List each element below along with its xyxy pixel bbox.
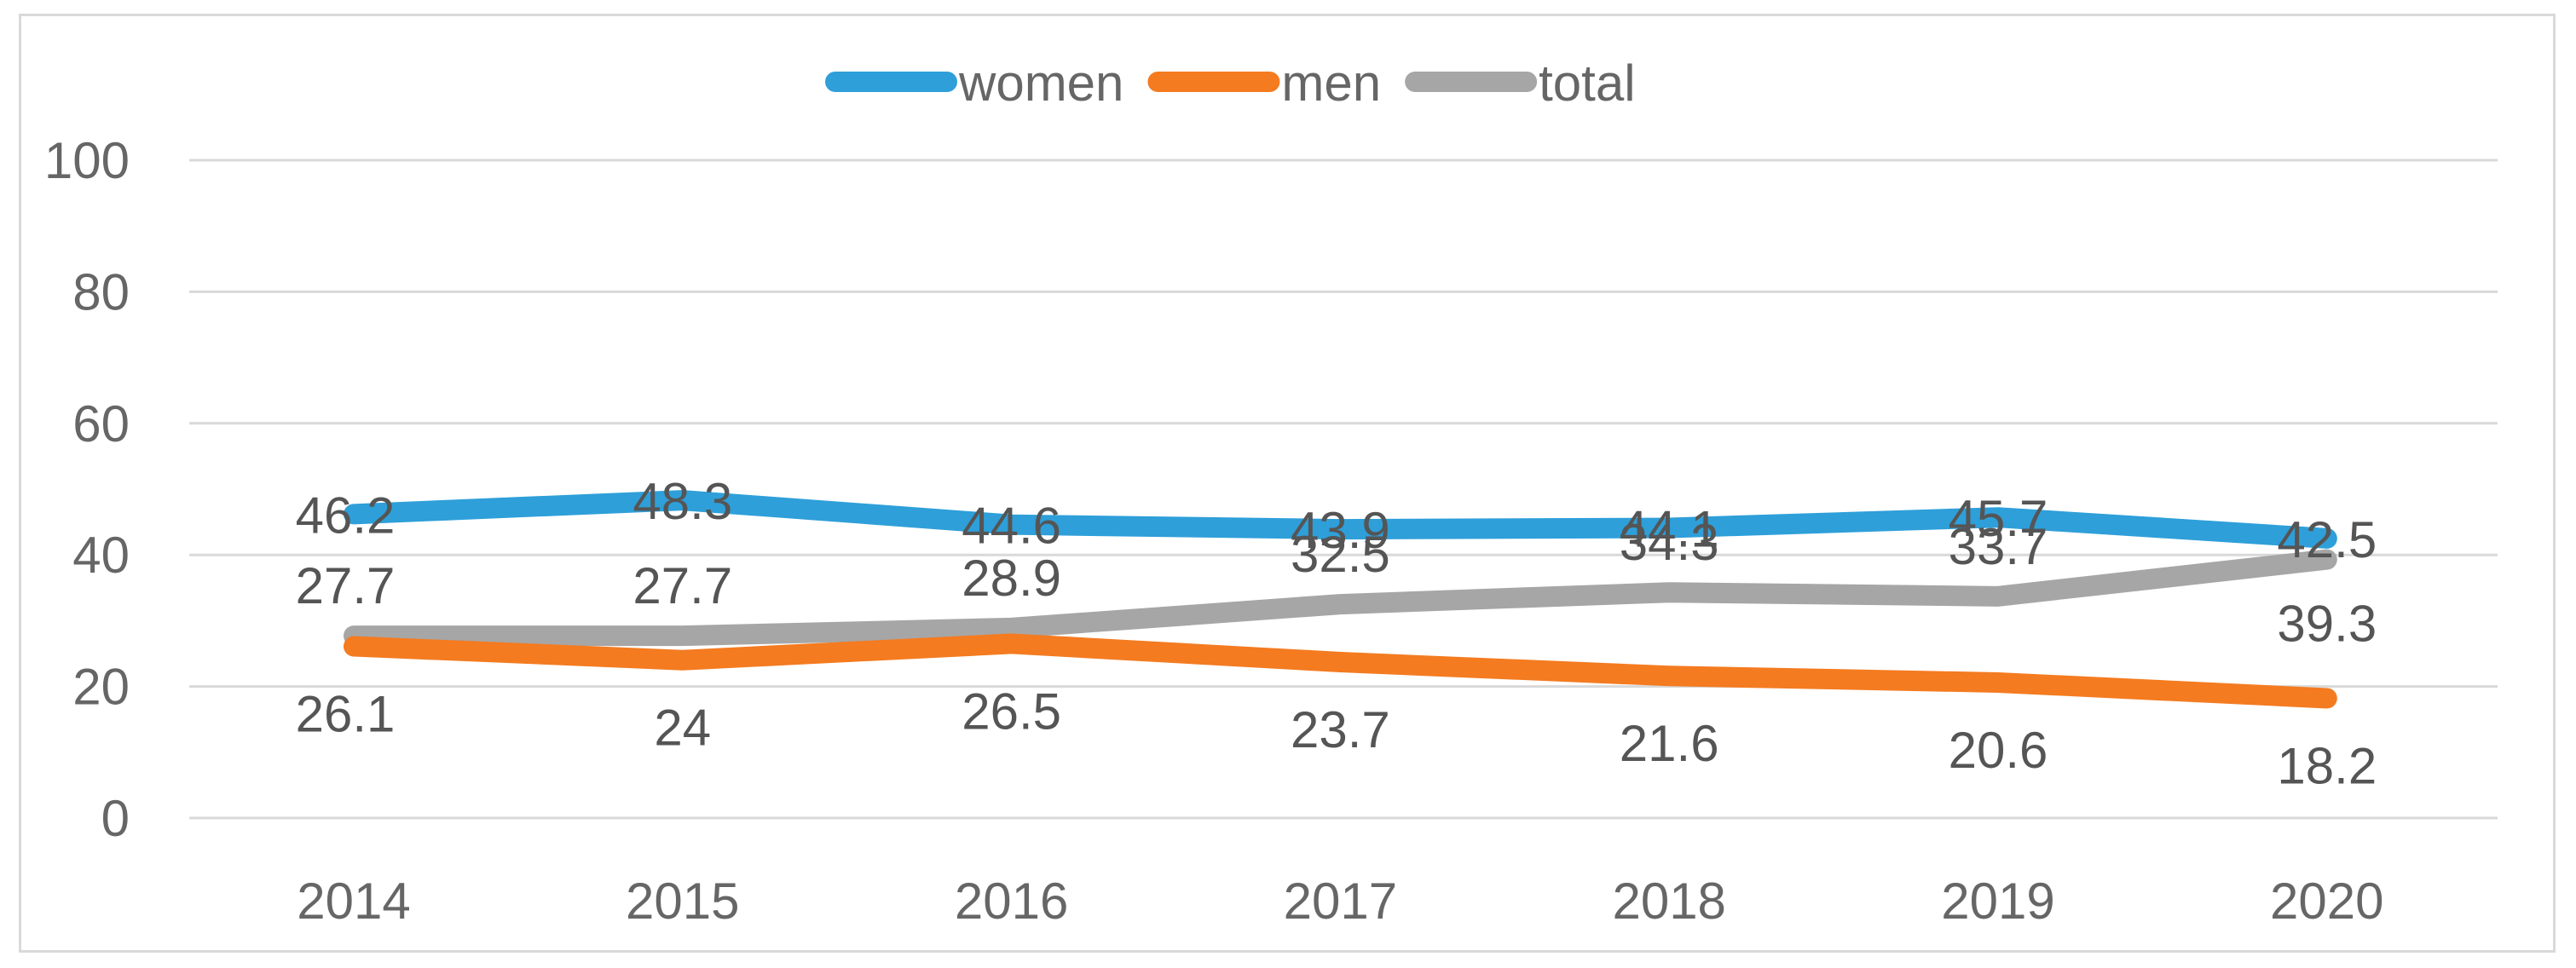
data-label-women: 45.7: [1949, 490, 2048, 547]
data-label-total: 34.3: [1620, 514, 1719, 571]
data-label-total: 39.3: [2277, 596, 2377, 653]
x-tick-label: 2015: [626, 873, 739, 930]
y-tick-label: 0: [101, 790, 130, 847]
data-label-men: 20.6: [1949, 722, 2048, 779]
data-label-men: 26.1: [296, 686, 396, 743]
data-label-men: 24: [654, 700, 711, 757]
y-tick-label: 80: [72, 263, 130, 320]
y-tick-label: 20: [72, 659, 130, 716]
x-tick-label: 2018: [1612, 873, 1725, 930]
x-tick-label: 2020: [2270, 873, 2383, 930]
data-label-total: 28.9: [962, 550, 1061, 607]
series-line-men: [344, 633, 2337, 709]
data-label-women: 42.5: [2277, 511, 2377, 568]
x-tick-label: 2019: [1941, 873, 2054, 930]
data-label-total: 33.7: [1949, 518, 2048, 575]
data-label-men: 23.7: [1291, 701, 1390, 758]
chart-frame: [19, 14, 2556, 953]
y-tick-label: 100: [44, 132, 130, 189]
legend-label-women: women: [958, 55, 1123, 112]
series-line-total: [344, 549, 2337, 647]
series-lines: [344, 490, 2337, 709]
data-label-men: 26.5: [962, 683, 1061, 740]
data-label-total: 27.7: [632, 557, 732, 614]
x-tick-label: 2016: [955, 873, 1068, 930]
y-axis-ticks: 0 20 40 60 80 100: [44, 132, 130, 847]
data-label-total: 27.7: [296, 557, 396, 614]
data-label-women: 43.9: [1291, 502, 1390, 559]
data-labels: 46.2 48.3 44.6 43.9 44.1 45.7 42.5 26.1 24 26.5 23…: [296, 473, 2377, 794]
x-tick-label: 2017: [1284, 873, 1397, 930]
data-label-women: 46.2: [296, 487, 396, 544]
data-label-total: 32.5: [1291, 526, 1390, 583]
x-tick-label: 2014: [297, 873, 410, 930]
y-tick-label: 60: [72, 395, 130, 452]
data-label-women: 48.3: [632, 473, 732, 530]
data-label-men: 21.6: [1620, 715, 1719, 772]
legend-label-total: total: [1539, 55, 1635, 112]
data-label-women: 44.1: [1620, 501, 1719, 558]
data-label-women: 44.6: [962, 498, 1061, 555]
y-tick-label: 40: [72, 527, 130, 584]
data-label-men: 18.2: [2277, 737, 2377, 794]
series-line-women: [344, 490, 2337, 549]
legend-label-men: men: [1281, 55, 1381, 112]
x-axis-ticks: 2014 2015 2016 2017 2018 2019 2020: [297, 873, 2383, 930]
legend: women men total: [825, 55, 1636, 112]
